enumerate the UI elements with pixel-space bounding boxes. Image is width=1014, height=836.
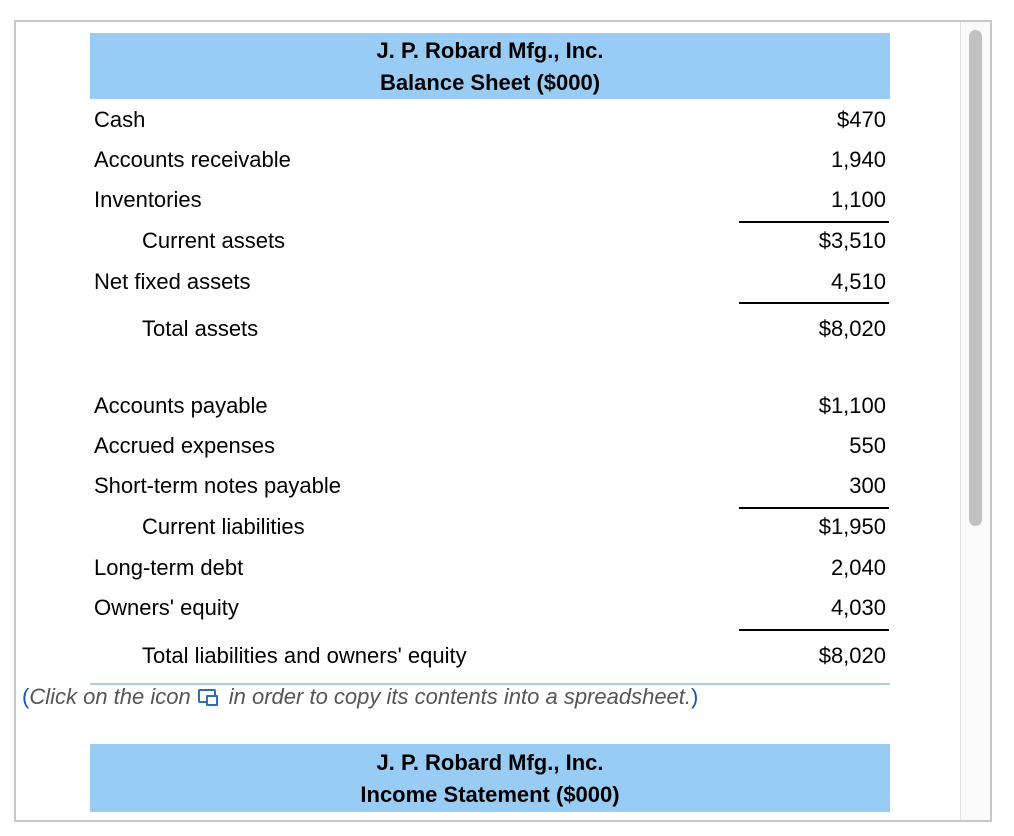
- balance-sheet-header: J. P. Robard Mfg., Inc. Balance Sheet ($…: [90, 33, 890, 99]
- row-value: 2,040: [830, 555, 886, 580]
- row-net-fixed-assets: Net fixed assets 4,510: [90, 262, 890, 302]
- balance-sheet-company: J. P. Robard Mfg., Inc.: [376, 38, 604, 63]
- row-value: 300: [849, 473, 886, 498]
- income-statement-company: J. P. Robard Mfg., Inc.: [376, 750, 604, 775]
- row-label: Total liabilities and owners' equity: [142, 643, 467, 668]
- row-label: Total assets: [142, 316, 259, 341]
- vertical-scrollbar[interactable]: [960, 22, 990, 820]
- row-value: $3,510: [818, 228, 886, 253]
- row-value: $8,020: [818, 643, 886, 668]
- row-current-liabilities: Current liabilities $1,950: [90, 507, 890, 547]
- row-value: 4,030: [830, 595, 886, 620]
- row-cash: Cash $470: [90, 100, 890, 140]
- row-label: Accounts payable: [94, 393, 268, 418]
- row-label: Cash: [94, 107, 146, 132]
- balance-sheet-title: Balance Sheet ($000): [379, 70, 601, 95]
- subtotal-rule: [739, 221, 889, 223]
- row-accounts-payable: Accounts payable $1,100: [90, 386, 890, 426]
- row-value: $1,100: [818, 393, 886, 418]
- row-label: Net fixed assets: [94, 269, 251, 294]
- row-label: Short-term notes payable: [94, 473, 342, 498]
- table-bottom-border: [90, 683, 890, 685]
- subtotal-rule: [739, 302, 889, 304]
- income-statement-header: J. P. Robard Mfg., Inc. Income Statement…: [90, 744, 890, 812]
- row-long-term-debt: Long-term debt 2,040: [90, 548, 890, 588]
- row-current-assets: Current assets $3,510: [90, 221, 890, 261]
- row-label: Current liabilities: [142, 514, 305, 539]
- row-value: 1,100: [830, 187, 886, 212]
- scrollbar-thumb[interactable]: [969, 30, 982, 526]
- row-total-liabilities-equity: Total liabilities and owners' equity $8,…: [90, 636, 890, 676]
- note-close-paren: ): [691, 684, 699, 709]
- row-label: Accrued expenses: [94, 433, 275, 458]
- row-value: 4,510: [830, 269, 886, 294]
- row-inventories: Inventories 1,100: [90, 180, 890, 220]
- income-statement-title: Income Statement ($000): [360, 782, 620, 807]
- row-value: $470: [837, 107, 886, 132]
- copy-instruction-note: (Click on the icon in order to copy its c…: [22, 684, 698, 710]
- note-open-paren: (: [22, 684, 30, 709]
- row-total-assets: Total assets $8,020: [90, 309, 890, 349]
- row-value: $1,950: [818, 514, 886, 539]
- row-value: 1,940: [830, 147, 886, 172]
- row-owners-equity: Owners' equity 4,030: [90, 588, 890, 628]
- row-accounts-receivable: Accounts receivable 1,940: [90, 140, 890, 180]
- copy-to-spreadsheet-icon[interactable]: [197, 688, 219, 706]
- document-frame: J. P. Robard Mfg., Inc. Balance Sheet ($…: [14, 20, 992, 822]
- note-text-after: in order to copy its contents into a spr…: [228, 684, 692, 709]
- row-accrued-expenses: Accrued expenses 550: [90, 426, 890, 466]
- row-label: Long-term debt: [94, 555, 244, 580]
- note-text-before: Click on the icon: [29, 684, 191, 709]
- row-label: Current assets: [142, 228, 286, 253]
- row-label: Accounts receivable: [94, 147, 291, 172]
- subtotal-rule: [739, 629, 889, 631]
- subtotal-rule: [739, 507, 889, 509]
- row-value: $8,020: [818, 316, 886, 341]
- row-value: 550: [849, 433, 886, 458]
- row-short-term-notes: Short-term notes payable 300: [90, 466, 890, 506]
- row-label: Inventories: [94, 187, 202, 212]
- row-label: Owners' equity: [94, 595, 239, 620]
